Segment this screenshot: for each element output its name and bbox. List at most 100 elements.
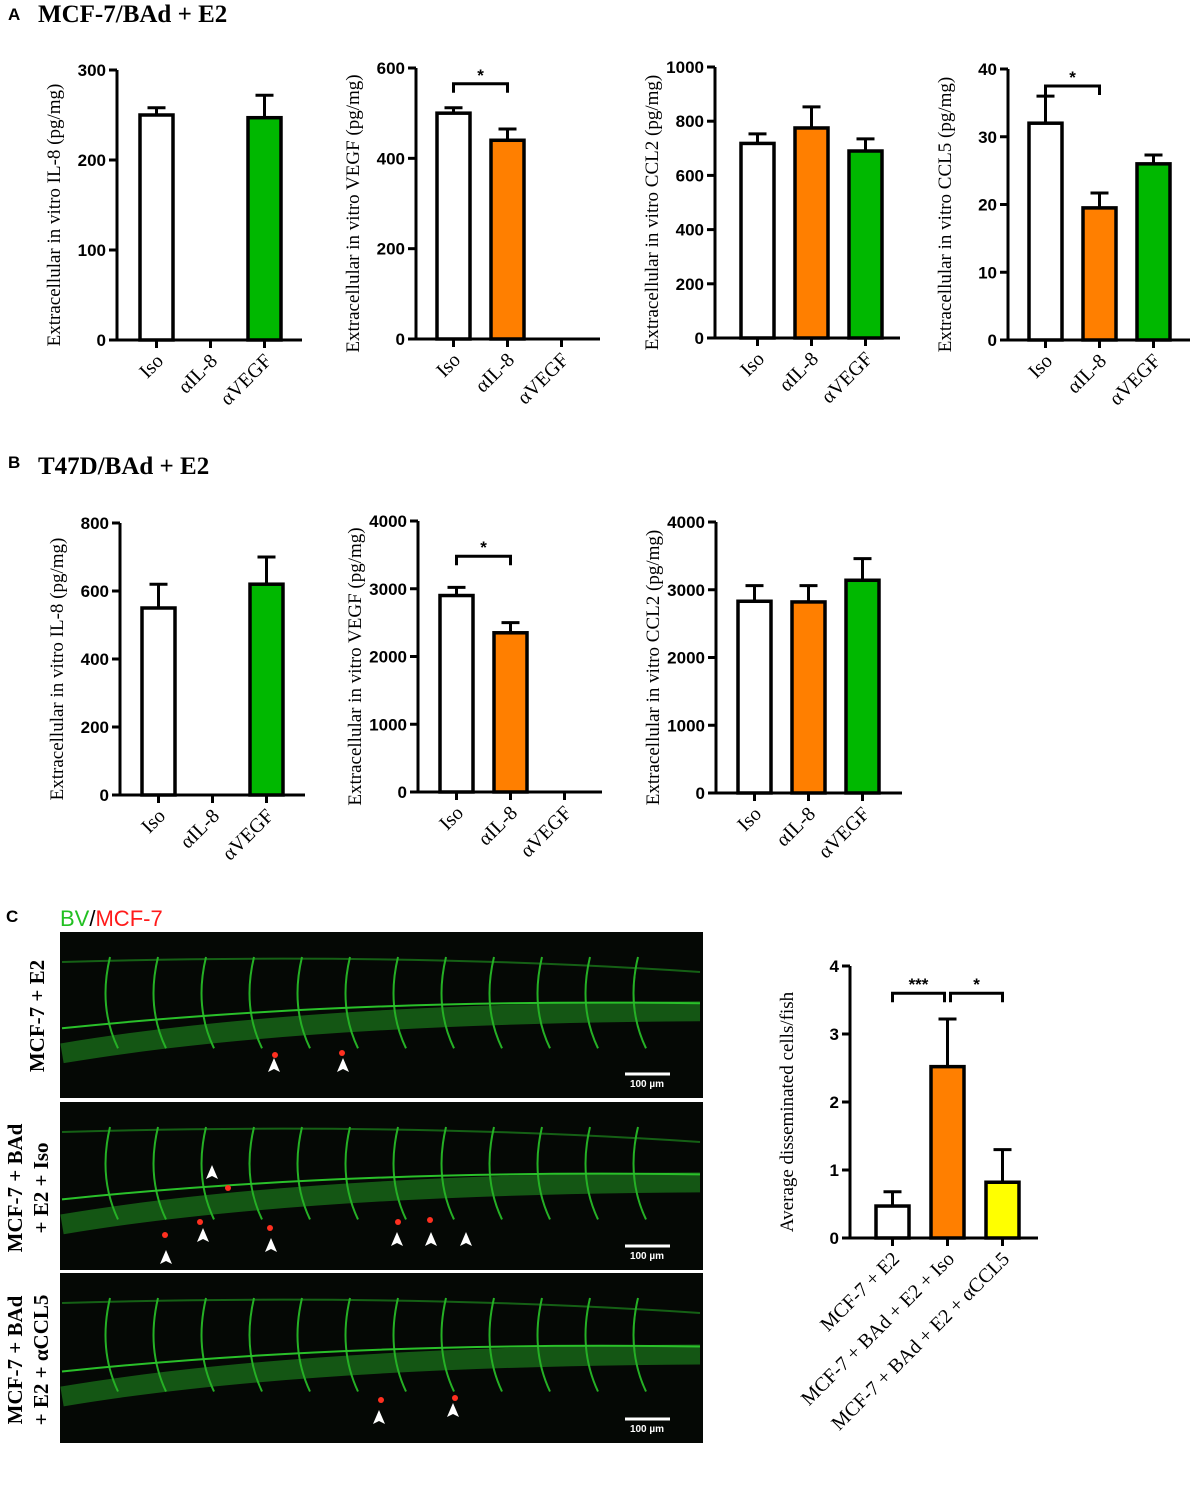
y-tick-label: 0	[97, 331, 106, 350]
bar	[1135, 162, 1172, 342]
arrowhead-icon	[447, 1403, 459, 1417]
arrowhead-icon	[460, 1232, 472, 1246]
significance-label: ***	[909, 975, 929, 994]
y-tick-label: 600	[377, 59, 405, 78]
y-tick-label: 600	[81, 582, 109, 601]
category-label: αIL-8	[474, 802, 522, 850]
y-tick-label: 30	[978, 128, 997, 147]
y-tick-label: 0	[398, 783, 407, 802]
bar	[438, 593, 475, 794]
significance-label: *	[973, 975, 980, 994]
y-tick-label: 4	[830, 957, 840, 976]
bar	[739, 141, 776, 340]
y-axis-label: Extracellular in vitro CCL2 (pg/mg)	[642, 75, 663, 350]
zebrafish-micrographs: 100 µm 100 µm 100 µm	[60, 932, 703, 1443]
category-label: αVEGF	[218, 805, 278, 865]
arrowhead-icon	[265, 1238, 277, 1252]
row-label-bad-ccl5-line1: MCF-7 + BAd	[3, 1295, 27, 1424]
y-axis-label: Extracellular in vitro IL-8 (pg/mg)	[47, 538, 68, 801]
category-label: αIL-8	[1063, 350, 1111, 398]
micrograph-0: 100 µm	[60, 932, 703, 1098]
significance-bracket	[1044, 84, 1101, 95]
y-tick-label: 200	[81, 718, 109, 737]
y-tick-label: 800	[676, 112, 704, 131]
tumor-cell	[225, 1185, 231, 1191]
tumor-cell	[427, 1217, 433, 1223]
arrowhead-icon	[425, 1232, 437, 1246]
legend-mcf7: MCF-7	[95, 906, 162, 931]
row-label-bad-iso-line1: MCF-7 + BAd	[3, 1123, 27, 1252]
panel-c-letter: C	[6, 907, 18, 926]
bar	[793, 126, 830, 340]
tumor-cell	[197, 1219, 203, 1225]
panel-a-letter: A	[8, 5, 20, 24]
panel-b-letter: B	[8, 453, 20, 472]
bar	[844, 578, 881, 795]
y-tick-label: 0	[988, 331, 997, 350]
tumor-cell	[339, 1050, 345, 1056]
y-axis-label: Extracellular in vitro IL-8 (pg/mg)	[44, 84, 65, 347]
y-tick-label: 600	[676, 166, 704, 185]
tumor-cell	[267, 1225, 273, 1231]
y-tick-label: 10	[978, 263, 997, 282]
legend-bv-mcf7: BV/MCF-7	[60, 906, 163, 931]
y-tick-label: 800	[81, 514, 109, 533]
y-tick-label: 3000	[369, 580, 407, 599]
bar	[1027, 121, 1064, 342]
arrowhead-icon	[160, 1250, 172, 1264]
bar	[435, 111, 472, 341]
row-label-mcf7-e2: MCF-7 + E2	[25, 960, 49, 1072]
category-label: Iso	[733, 803, 766, 836]
bar	[246, 115, 283, 342]
category-label: αIL-8	[775, 348, 823, 396]
significance-label: *	[477, 66, 484, 85]
category-label: αVEGF	[516, 802, 576, 862]
bar	[248, 582, 285, 797]
bar	[790, 600, 827, 795]
y-tick-label: 1000	[666, 58, 704, 77]
category-label: αVEGF	[814, 803, 874, 863]
row-label-bad-iso-line2: + E2 + Iso	[29, 1142, 53, 1233]
category-label: Iso	[736, 348, 769, 381]
y-tick-label: 400	[377, 149, 405, 168]
tumor-cell	[162, 1232, 168, 1238]
y-tick-label: 3	[830, 1025, 839, 1044]
category-label: Iso	[1024, 350, 1057, 383]
category-label: αVEGF	[216, 350, 276, 410]
y-axis-label: Extracellular in vitro VEGF (pg/mg)	[343, 74, 364, 352]
category-label: αIL-8	[471, 349, 519, 397]
category-label: αVEGF	[513, 349, 573, 409]
y-tick-label: 2000	[667, 649, 705, 668]
arrowhead-icon	[206, 1165, 218, 1179]
legend-separator: /	[89, 906, 96, 931]
y-tick-label: 4000	[369, 512, 407, 531]
y-axis-label: Average disseminated cells/fish	[777, 991, 798, 1232]
y-axis-label: Extracellular in vitro VEGF (pg/mg)	[345, 527, 366, 805]
bar	[847, 149, 884, 340]
tumor-cell	[395, 1219, 401, 1225]
y-tick-label: 1000	[369, 715, 407, 734]
category-label: αIL-8	[174, 350, 222, 398]
significance-label: *	[480, 538, 487, 557]
bar	[489, 138, 526, 341]
significance-bracket	[891, 991, 946, 1003]
panel-b-title: T47D/BAd + E2	[38, 453, 209, 480]
category-label: αVEGF	[1105, 350, 1165, 410]
category-label: αVEGF	[817, 348, 877, 408]
y-tick-label: 40	[978, 60, 997, 79]
y-tick-label: 1	[830, 1161, 839, 1180]
category-label: Iso	[432, 349, 465, 382]
micrograph-2: 100 µm	[60, 1273, 703, 1443]
arrowhead-icon	[373, 1410, 385, 1424]
y-axis-label: Extracellular in vitro CCL2 (pg/mg)	[643, 530, 664, 805]
y-tick-label: 400	[81, 650, 109, 669]
arrowhead-icon	[391, 1232, 403, 1246]
significance-bracket	[455, 554, 512, 566]
significance-bracket	[949, 991, 1004, 1003]
y-tick-label: 3000	[667, 581, 705, 600]
bar	[929, 1064, 966, 1240]
y-tick-label: 200	[377, 240, 405, 259]
